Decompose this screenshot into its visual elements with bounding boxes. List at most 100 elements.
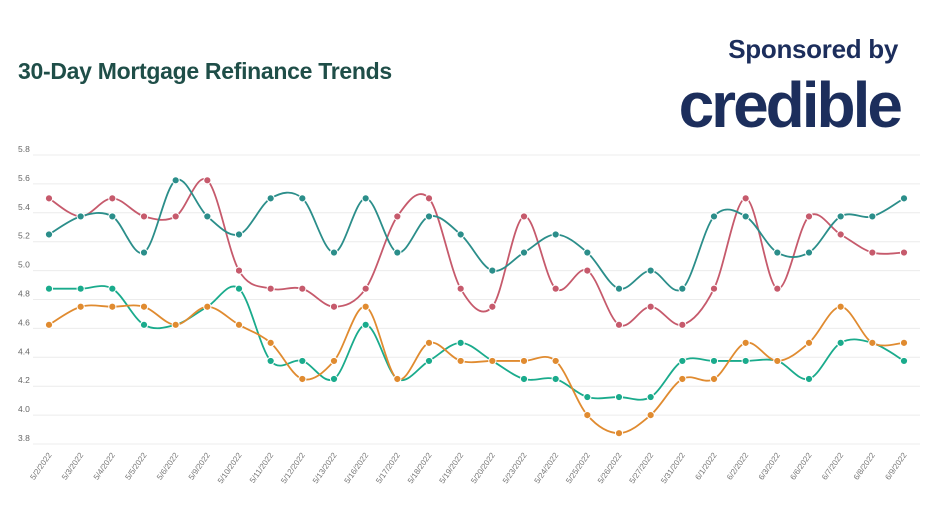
x-tick-label: 5/2/2022 xyxy=(28,451,54,482)
data-point xyxy=(678,356,687,366)
data-point xyxy=(171,176,180,185)
data-point xyxy=(773,248,782,257)
y-tick-label: 4.8 xyxy=(18,289,30,299)
data-point xyxy=(519,374,529,384)
data-point xyxy=(203,212,212,221)
x-tick-label: 5/25/2022 xyxy=(564,451,592,486)
data-point xyxy=(614,429,624,438)
data-point xyxy=(44,320,54,329)
data-point xyxy=(456,284,465,293)
data-point xyxy=(393,212,402,221)
data-point xyxy=(393,374,402,384)
data-point xyxy=(76,212,85,221)
data-point xyxy=(298,194,307,203)
data-point xyxy=(678,374,687,384)
data-point xyxy=(234,320,244,329)
x-tick-label: 5/18/2022 xyxy=(406,451,434,486)
data-point xyxy=(139,320,149,329)
data-point xyxy=(361,284,370,293)
data-point xyxy=(646,411,655,420)
y-tick-label: 4.2 xyxy=(18,375,30,385)
data-point xyxy=(583,392,592,402)
data-point xyxy=(804,338,814,347)
data-point xyxy=(836,230,845,239)
data-point xyxy=(899,194,909,203)
x-tick-label: 5/6/2022 xyxy=(155,451,181,482)
series-line-3 xyxy=(48,304,905,435)
x-tick-label: 5/16/2022 xyxy=(343,451,371,486)
x-tick-label: 6/6/2022 xyxy=(788,451,814,482)
data-point xyxy=(76,302,85,311)
x-tick-label: 5/27/2022 xyxy=(628,451,656,486)
data-point xyxy=(108,194,117,203)
data-point xyxy=(234,284,244,293)
data-point xyxy=(44,284,54,293)
data-point xyxy=(899,248,909,257)
series-line-1 xyxy=(48,178,905,292)
series-line-2 xyxy=(49,285,905,401)
data-point xyxy=(551,230,560,239)
data-point xyxy=(741,338,750,347)
data-point xyxy=(266,338,275,347)
data-point xyxy=(266,194,275,203)
data-point xyxy=(773,356,782,366)
data-point xyxy=(646,392,655,402)
data-point xyxy=(329,356,339,366)
x-tick-label: 6/2/2022 xyxy=(725,451,751,482)
x-tick-label: 6/3/2022 xyxy=(757,451,783,482)
data-point xyxy=(424,194,434,203)
data-point xyxy=(234,230,244,239)
data-point xyxy=(583,411,592,420)
data-point xyxy=(329,374,339,384)
data-point xyxy=(583,248,592,257)
data-point xyxy=(298,374,307,384)
x-tick-label: 5/17/2022 xyxy=(374,451,402,486)
data-point xyxy=(519,212,529,221)
y-tick-label: 4.4 xyxy=(18,346,30,356)
y-tick-label: 4.6 xyxy=(18,317,30,327)
data-point xyxy=(171,320,180,329)
x-tick-label: 6/7/2022 xyxy=(820,451,846,482)
data-point xyxy=(551,356,560,366)
x-tick-label: 5/26/2022 xyxy=(596,451,624,486)
y-tick-label: 5.2 xyxy=(18,231,30,241)
data-point xyxy=(868,248,877,257)
data-point xyxy=(298,284,307,293)
data-point xyxy=(488,356,497,366)
data-point xyxy=(583,266,592,275)
data-point xyxy=(551,374,560,384)
data-point xyxy=(678,284,687,293)
data-point xyxy=(266,284,275,293)
data-point xyxy=(709,212,719,221)
data-point xyxy=(139,212,149,221)
data-point xyxy=(804,212,814,221)
data-point xyxy=(139,248,149,257)
data-point xyxy=(203,176,212,185)
data-point xyxy=(329,302,339,311)
data-point xyxy=(614,392,624,402)
data-point xyxy=(773,284,782,293)
data-point xyxy=(424,338,434,347)
data-point xyxy=(646,302,655,311)
data-point xyxy=(646,266,655,275)
x-tick-label: 5/24/2022 xyxy=(533,451,561,486)
data-point xyxy=(139,302,149,311)
x-tick-label: 5/31/2022 xyxy=(659,451,687,486)
data-point xyxy=(234,266,244,275)
data-point xyxy=(298,356,307,366)
data-point xyxy=(329,248,339,257)
data-point xyxy=(108,284,117,293)
x-tick-label: 5/12/2022 xyxy=(279,451,307,486)
credible-logo: credible xyxy=(678,69,903,141)
x-tick-label: 5/3/2022 xyxy=(60,451,86,482)
data-point xyxy=(108,302,117,311)
data-point xyxy=(393,248,402,257)
x-tick-label: 6/8/2022 xyxy=(852,451,878,482)
data-point xyxy=(361,302,370,311)
data-point xyxy=(709,284,719,293)
data-point xyxy=(361,320,370,329)
data-point xyxy=(488,266,497,275)
data-point xyxy=(44,194,54,203)
data-point xyxy=(456,356,465,366)
